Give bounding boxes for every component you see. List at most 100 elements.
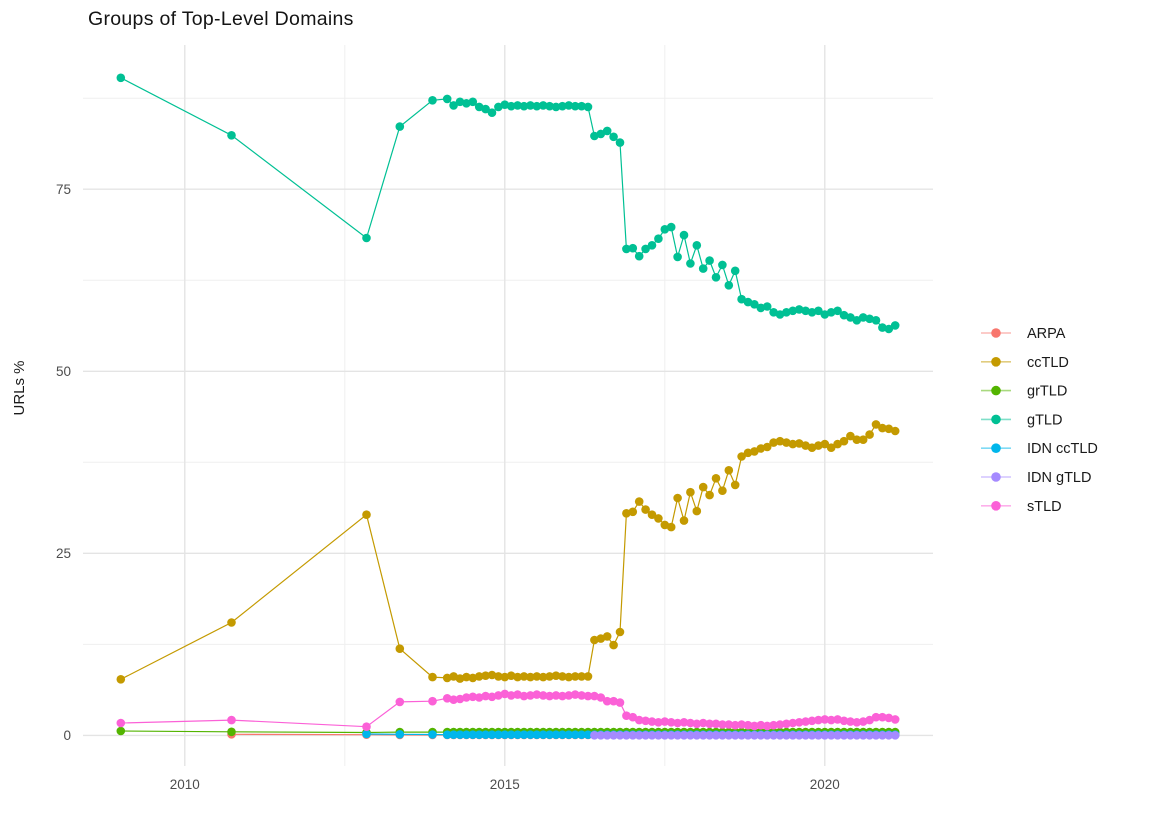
data-point (615, 698, 625, 707)
y-tick-label: 25 (56, 546, 71, 561)
data-point (698, 718, 708, 728)
data-point (532, 101, 542, 111)
data-point (494, 672, 503, 681)
data-point (647, 731, 657, 740)
data-point (839, 436, 849, 446)
data-point (538, 730, 548, 739)
data-point (551, 671, 561, 680)
data-point (362, 722, 371, 731)
data-point (666, 522, 676, 532)
data-point (609, 132, 618, 142)
data-point (577, 691, 586, 700)
data-point (395, 730, 405, 739)
legend-key-point (991, 414, 1001, 425)
chart-title: Groups of Top-Level Domains (88, 8, 354, 30)
data-point (839, 731, 849, 740)
data-point (227, 618, 236, 627)
legend-label: ccTLD (1027, 355, 1069, 371)
data-point (666, 222, 676, 232)
data-point (743, 731, 753, 740)
data-point (852, 731, 862, 740)
data-point (609, 696, 618, 706)
data-point (660, 731, 670, 740)
data-point (750, 721, 759, 731)
data-point (227, 131, 236, 140)
data-point (481, 730, 490, 739)
data-point (718, 720, 727, 729)
data-point (801, 731, 810, 740)
data-point (705, 490, 714, 500)
x-tick-label: 2020 (810, 777, 840, 792)
data-point (519, 672, 529, 681)
data-point (698, 731, 708, 740)
data-point (634, 497, 644, 506)
legend-label: grTLD (1027, 384, 1067, 400)
legend-label: IDN gTLD (1027, 470, 1091, 486)
series-gtld (116, 73, 900, 334)
data-point (794, 718, 804, 727)
data-point (833, 439, 842, 449)
data-point (596, 731, 606, 740)
data-point (538, 101, 548, 110)
data-point (788, 731, 798, 740)
data-point (833, 715, 842, 724)
data-point (705, 256, 714, 265)
legend-key-point (991, 443, 1001, 454)
data-point (596, 693, 606, 702)
legend-key-point (991, 472, 1001, 482)
data-point (788, 306, 798, 316)
data-point (871, 316, 881, 325)
data-point (743, 448, 753, 458)
data-point (227, 715, 236, 725)
data-point (807, 731, 817, 740)
data-point (769, 720, 778, 730)
data-point (462, 730, 471, 739)
data-point (750, 300, 759, 309)
data-point (628, 712, 638, 722)
data-point (641, 505, 650, 514)
data-point (833, 731, 842, 740)
data-point (762, 302, 772, 311)
legend-label: ARPA (1027, 326, 1066, 342)
data-point (673, 252, 682, 262)
data-point (698, 482, 708, 492)
data-point (513, 672, 522, 682)
data-point (775, 720, 785, 729)
data-point (481, 691, 490, 701)
data-point (724, 731, 734, 740)
data-point (116, 675, 126, 684)
data-point (692, 506, 702, 516)
data-point (609, 731, 618, 740)
data-point (481, 671, 490, 680)
data-point (487, 730, 497, 739)
data-point (577, 730, 586, 739)
data-point (116, 73, 126, 83)
data-point (692, 241, 702, 250)
data-point (500, 730, 510, 739)
data-point (634, 251, 644, 261)
data-point (558, 672, 567, 681)
legend-key-point (991, 385, 1001, 396)
data-point (577, 672, 586, 681)
data-point (858, 731, 868, 740)
data-point (474, 672, 484, 681)
data-point (590, 635, 599, 645)
legend-key-point (991, 501, 1001, 511)
data-point (428, 96, 437, 105)
data-point (506, 671, 516, 680)
data-point (506, 101, 516, 111)
data-point (890, 321, 900, 330)
data-point (602, 126, 612, 136)
data-point (506, 730, 516, 739)
data-point (577, 101, 586, 111)
data-point (564, 672, 574, 682)
data-point (692, 719, 702, 729)
data-point (750, 447, 759, 456)
data-point (449, 101, 458, 110)
data-point (654, 718, 663, 727)
data-point (666, 718, 676, 727)
data-point (583, 691, 593, 701)
data-point (673, 731, 682, 740)
data-point (428, 696, 437, 706)
data-point (583, 672, 593, 681)
